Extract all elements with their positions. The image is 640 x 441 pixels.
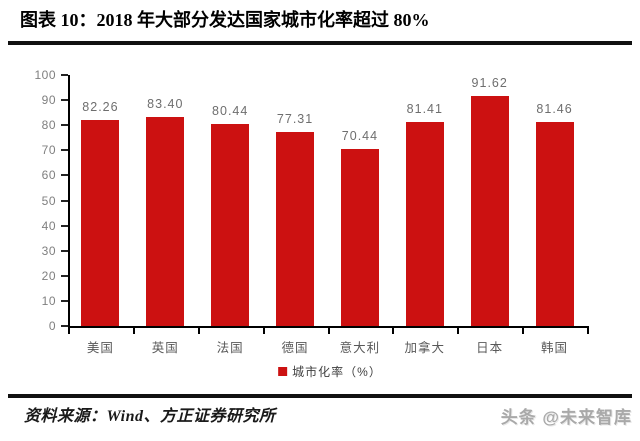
y-tick-label: 60	[41, 168, 56, 183]
watermark: 头条 @未来智库	[500, 408, 632, 427]
bar-value-label: 80.44	[212, 104, 249, 119]
x-tick-mark-icon	[392, 328, 395, 334]
y-tick-mark-icon	[61, 274, 68, 277]
bar-value-label: 83.40	[147, 96, 184, 111]
y-tick-label: 100	[34, 68, 56, 82]
bar	[276, 131, 315, 326]
y-tick-mark-icon	[61, 325, 68, 327]
y-tick-mark-icon	[61, 149, 68, 152]
bar-value-label: 77.31	[276, 111, 314, 126]
y-tick-mark-icon	[61, 224, 68, 227]
y-tick-mark-icon	[61, 74, 68, 76]
x-category-label: 意大利	[339, 341, 381, 355]
bar	[146, 116, 185, 326]
bar-value-label: 81.41	[406, 101, 443, 116]
y-tick-label: 20	[41, 268, 56, 283]
chart-legend: 城市化率（%）	[278, 363, 382, 380]
title-divider-rule	[8, 41, 632, 45]
x-category-label: 法国	[216, 341, 244, 355]
x-tick-mark-icon	[327, 328, 330, 334]
source-note: 资料来源：Wind、方正证券研究所	[24, 408, 276, 425]
x-category-label: 德国	[281, 341, 309, 355]
bar-value-label: 81.46	[536, 101, 573, 116]
bar	[340, 149, 379, 326]
y-axis-line	[68, 75, 70, 328]
bar	[211, 124, 250, 326]
bar	[405, 121, 444, 326]
y-tick-mark-icon	[61, 99, 68, 102]
x-category-label: 韩国	[541, 341, 569, 355]
y-tick-mark-icon	[61, 249, 68, 252]
x-category-label: 日本	[476, 341, 504, 355]
bar-value-label: 70.44	[341, 129, 379, 144]
y-tick-mark-icon	[61, 299, 68, 302]
legend-label: 城市化率（%）	[292, 365, 382, 379]
footer-divider-rule	[8, 394, 632, 398]
legend-swatch-icon	[278, 367, 288, 376]
x-tick-mark-icon	[522, 328, 525, 334]
x-tick-mark-icon	[587, 328, 589, 334]
bar	[81, 119, 120, 326]
bar-value-label: 91.62	[471, 76, 508, 91]
y-tick-mark-icon	[61, 124, 68, 127]
y-tick-label: 40	[41, 218, 56, 233]
bar	[470, 96, 509, 326]
x-tick-mark-icon	[197, 328, 200, 334]
y-tick-label: 10	[41, 293, 56, 308]
y-tick-label: 70	[41, 143, 56, 158]
bar	[535, 121, 574, 326]
x-tick-mark-icon	[132, 328, 135, 334]
x-axis-line	[68, 326, 589, 328]
y-tick-mark-icon	[61, 174, 68, 177]
y-tick-label: 80	[41, 118, 56, 133]
x-category-label: 美国	[86, 341, 114, 355]
x-tick-mark-icon	[68, 328, 70, 334]
y-tick-label: 50	[41, 193, 56, 208]
x-tick-mark-icon	[262, 328, 265, 334]
y-tick-mark-icon	[61, 199, 68, 202]
x-tick-mark-icon	[457, 328, 460, 334]
y-tick-label: 30	[41, 243, 56, 258]
bar-value-label: 82.26	[82, 99, 119, 114]
x-category-label: 英国	[151, 341, 179, 355]
figure-title: 图表 10：2018 年大部分发达国家城市化率超过 80%	[20, 10, 430, 30]
y-tick-label: 90	[41, 93, 56, 108]
x-category-label: 加拿大	[404, 341, 446, 355]
y-tick-label: 0	[48, 319, 56, 333]
